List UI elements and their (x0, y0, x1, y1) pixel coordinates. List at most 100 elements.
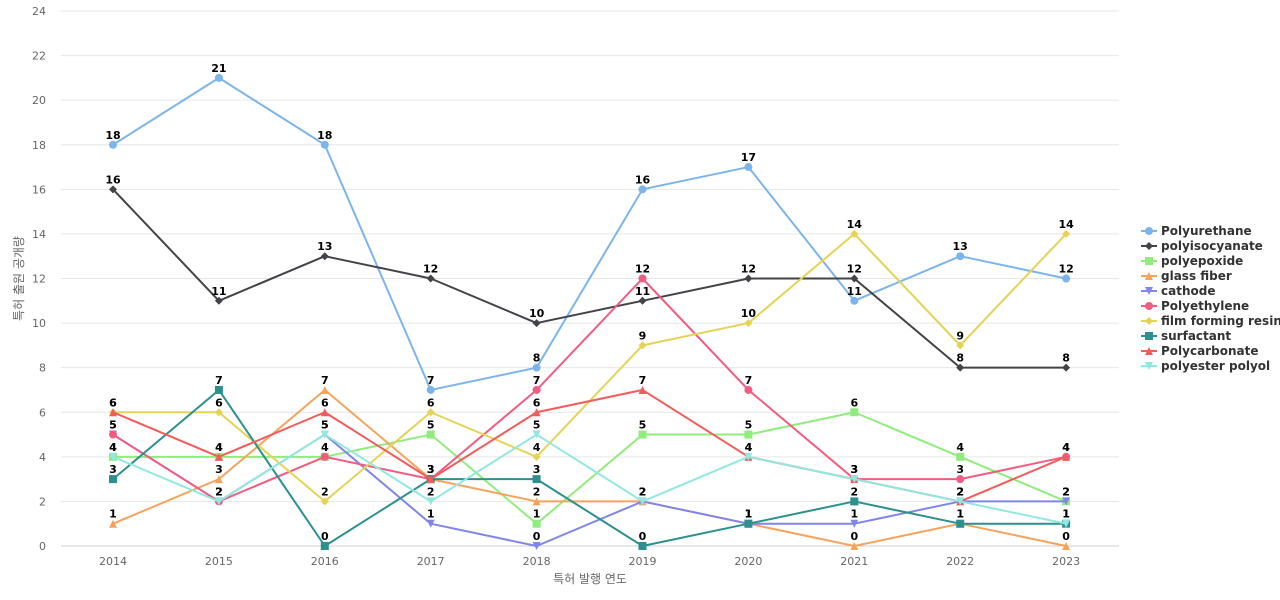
data-point[interactable] (109, 430, 117, 439)
data-point[interactable] (956, 497, 965, 506)
data-point[interactable] (320, 430, 329, 439)
data-point[interactable] (320, 452, 329, 461)
data-point[interactable] (426, 519, 435, 528)
series-line[interactable] (112, 76, 1068, 391)
legend-marker[interactable] (1145, 227, 1153, 235)
data-point[interactable] (426, 497, 435, 506)
data-point[interactable] (744, 163, 753, 172)
data-point[interactable] (532, 319, 541, 328)
data-point[interactable] (956, 341, 965, 350)
data-point[interactable] (638, 296, 647, 305)
legend-marker[interactable] (1145, 257, 1153, 265)
data-point[interactable] (850, 519, 859, 528)
data-point[interactable] (532, 385, 541, 394)
data-point[interactable] (744, 274, 753, 283)
data-point[interactable] (1062, 229, 1071, 238)
data-point[interactable] (1062, 363, 1071, 372)
data-point[interactable] (850, 274, 859, 283)
data-point[interactable] (109, 140, 117, 149)
series-line[interactable] (112, 277, 1068, 503)
data-point[interactable] (109, 519, 117, 528)
data-point[interactable] (850, 296, 859, 305)
data-point[interactable] (850, 542, 859, 550)
data-point[interactable] (320, 408, 329, 417)
data-point[interactable] (109, 185, 117, 194)
legend-item[interactable]: Polyethylene (1141, 299, 1249, 313)
data-point[interactable] (1062, 497, 1071, 506)
legend-item[interactable]: polyisocyanate (1141, 239, 1263, 253)
data-point[interactable] (214, 452, 223, 461)
data-point[interactable] (532, 363, 541, 372)
data-point[interactable] (850, 497, 859, 506)
data-point[interactable] (744, 430, 753, 439)
data-point[interactable] (320, 497, 329, 506)
data-point[interactable] (532, 408, 541, 417)
data-point[interactable] (638, 185, 647, 194)
legend[interactable]: Polyurethanepolyisocyanatepolyepoxidegla… (1141, 224, 1280, 373)
data-point[interactable] (214, 475, 223, 484)
data-point[interactable] (109, 408, 117, 417)
data-point[interactable] (426, 385, 435, 394)
data-point[interactable] (1062, 542, 1071, 550)
data-point[interactable] (532, 452, 541, 461)
data-point[interactable] (744, 452, 753, 461)
legend-item[interactable]: polyester polyol (1141, 359, 1270, 373)
data-point[interactable] (532, 519, 541, 528)
data-point[interactable] (744, 519, 753, 528)
data-point[interactable] (320, 385, 329, 394)
legend-item[interactable]: surfactant (1141, 329, 1231, 343)
data-point[interactable] (850, 408, 859, 417)
data-point[interactable] (850, 475, 859, 484)
data-point[interactable] (638, 542, 647, 550)
data-point[interactable] (1062, 274, 1071, 283)
legend-item[interactable]: glass fiber (1141, 269, 1232, 283)
data-point[interactable] (1062, 519, 1071, 528)
legend-item[interactable]: Polyurethane (1141, 224, 1252, 238)
data-point[interactable] (532, 430, 541, 439)
legend-marker[interactable] (1145, 317, 1153, 325)
series-line[interactable] (112, 188, 1068, 369)
data-point[interactable] (532, 497, 541, 506)
legend-marker[interactable] (1145, 272, 1153, 280)
legend-marker[interactable] (1145, 362, 1153, 370)
data-point[interactable] (214, 296, 223, 305)
data-point[interactable] (320, 252, 329, 261)
legend-marker[interactable] (1145, 332, 1153, 340)
data-point[interactable] (532, 542, 541, 550)
data-point[interactable] (956, 452, 965, 461)
legend-item[interactable]: polyepoxide (1141, 254, 1243, 268)
data-point[interactable] (744, 385, 753, 394)
legend-marker[interactable] (1145, 302, 1153, 310)
data-point[interactable] (638, 497, 647, 506)
data-point[interactable] (426, 408, 435, 417)
data-point[interactable] (638, 341, 647, 350)
legend-marker[interactable] (1145, 242, 1153, 250)
data-point[interactable] (956, 363, 965, 372)
data-point[interactable] (214, 408, 223, 417)
data-point[interactable] (214, 497, 223, 506)
data-point[interactable] (956, 475, 965, 484)
data-point[interactable] (532, 475, 541, 484)
data-point[interactable] (109, 452, 117, 461)
data-point[interactable] (850, 229, 859, 238)
series-line[interactable] (112, 433, 1068, 547)
data-point[interactable] (320, 140, 329, 149)
data-point[interactable] (1062, 452, 1071, 461)
data-point[interactable] (426, 274, 435, 283)
data-point[interactable] (214, 385, 223, 394)
data-point[interactable] (956, 252, 965, 261)
legend-marker[interactable] (1145, 347, 1153, 355)
data-point[interactable] (426, 475, 435, 484)
legend-item[interactable]: cathode (1141, 284, 1215, 298)
data-point[interactable] (426, 430, 435, 439)
legend-item[interactable]: film forming resin (1141, 314, 1280, 328)
data-point[interactable] (956, 519, 965, 528)
data-point[interactable] (320, 542, 329, 550)
data-point[interactable] (638, 430, 647, 439)
data-point[interactable] (109, 475, 117, 484)
data-point[interactable] (744, 319, 753, 328)
legend-item[interactable]: Polycarbonate (1141, 344, 1258, 358)
data-point[interactable] (214, 73, 223, 82)
data-point[interactable] (638, 385, 647, 394)
legend-marker[interactable] (1145, 287, 1153, 295)
